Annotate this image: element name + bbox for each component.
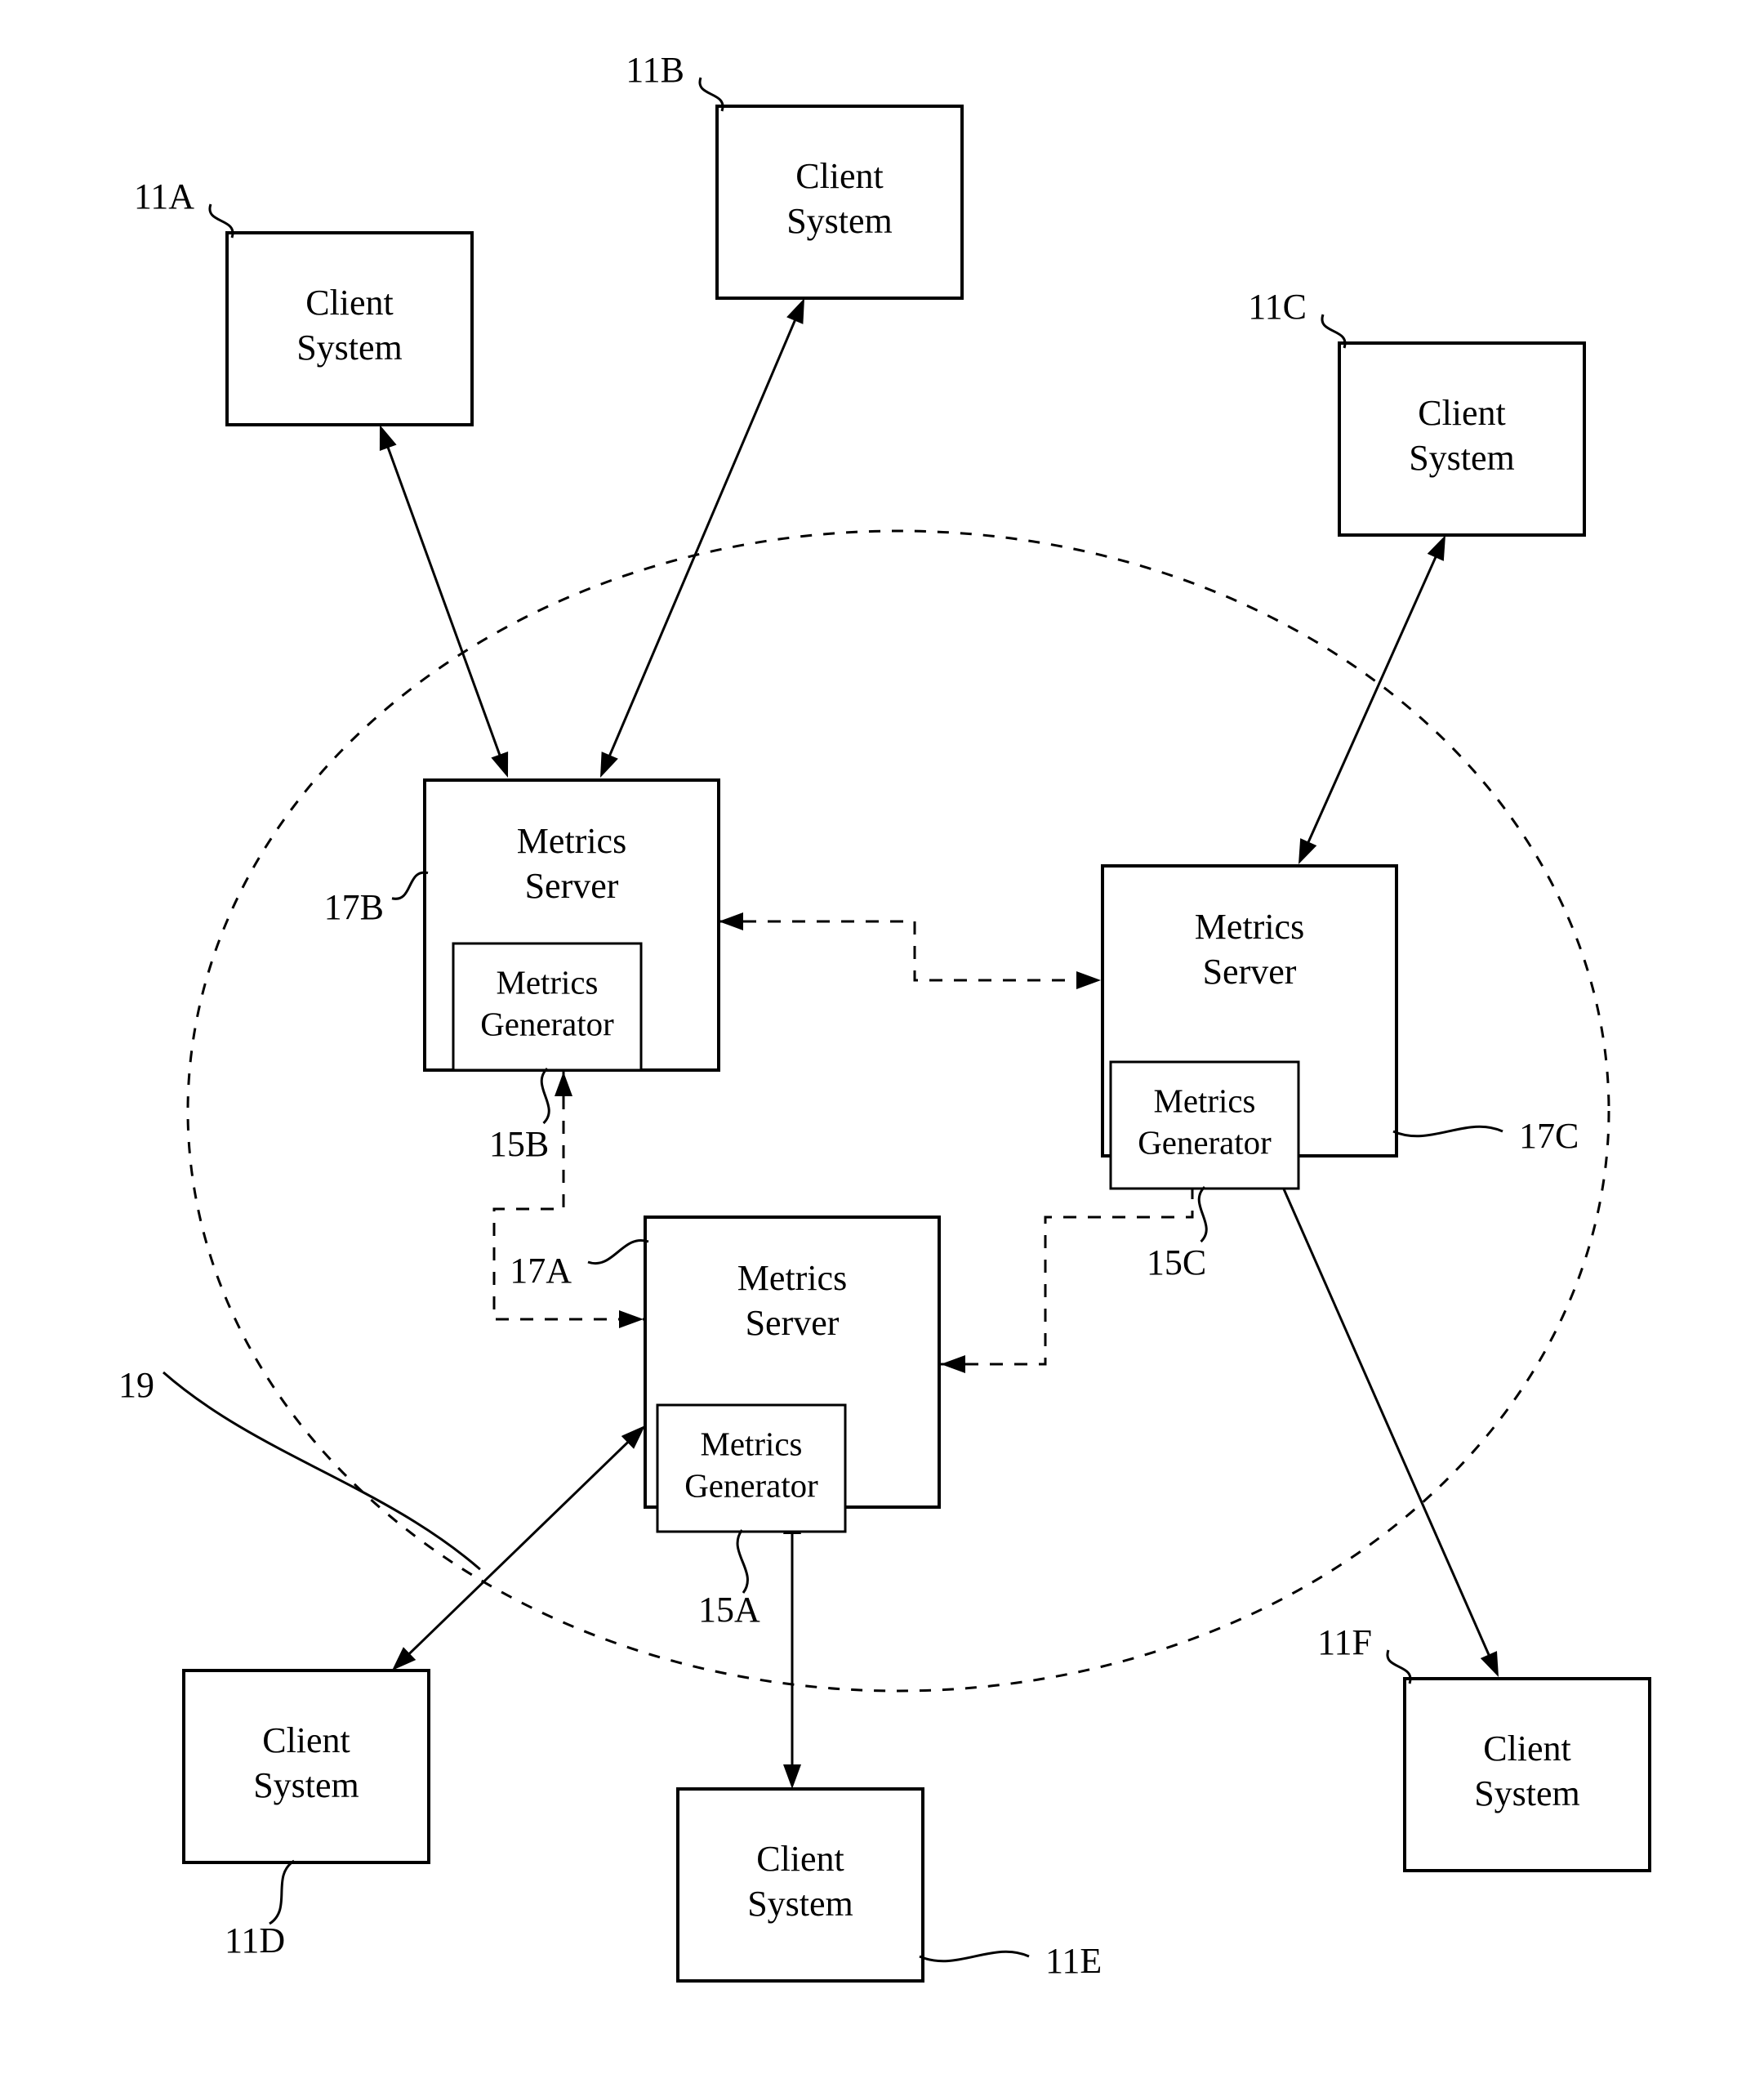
svg-text:Client: Client <box>1418 393 1506 433</box>
svg-text:19: 19 <box>118 1365 154 1405</box>
svg-text:System: System <box>1409 438 1515 478</box>
svg-text:Server: Server <box>525 866 619 906</box>
svg-text:11D: 11D <box>225 1920 285 1960</box>
svg-text:System: System <box>786 201 893 241</box>
c11E: Client System <box>678 1789 923 1981</box>
svg-text:Client: Client <box>795 156 884 196</box>
svg-text:Metrics: Metrics <box>1154 1082 1256 1119</box>
svg-text:Client: Client <box>1483 1728 1571 1769</box>
s17C: Metrics Server Metrics Generator <box>1102 866 1396 1189</box>
svg-text:11E: 11E <box>1045 1941 1102 1981</box>
svg-text:15B: 15B <box>489 1124 549 1164</box>
svg-text:11B: 11B <box>626 50 684 90</box>
svg-text:15C: 15C <box>1147 1242 1206 1282</box>
svg-text:Client: Client <box>305 283 394 323</box>
c11B: Client System <box>717 106 962 298</box>
svg-text:17B: 17B <box>324 887 384 927</box>
s17A: Metrics Server Metrics Generator <box>645 1217 939 1532</box>
svg-text:17A: 17A <box>510 1251 572 1291</box>
svg-text:System: System <box>747 1884 853 1924</box>
svg-text:Metrics: Metrics <box>737 1258 847 1298</box>
svg-text:Metrics: Metrics <box>517 821 626 861</box>
svg-text:System: System <box>1474 1773 1580 1813</box>
svg-text:17C: 17C <box>1519 1116 1579 1156</box>
svg-text:15A: 15A <box>698 1590 760 1630</box>
svg-text:System: System <box>253 1765 359 1805</box>
svg-text:Client: Client <box>756 1839 844 1879</box>
svg-text:System: System <box>296 328 403 368</box>
c11F: ClientSystem <box>1405 1679 1650 1871</box>
c11A: Client System <box>227 233 472 425</box>
svg-text:Metrics: Metrics <box>1195 907 1304 947</box>
c11D: Client System <box>184 1670 429 1862</box>
svg-text:11C: 11C <box>1248 287 1307 327</box>
c11C: Client System <box>1339 343 1584 535</box>
svg-text:11F: 11F <box>1317 1622 1372 1662</box>
svg-text:Metrics: Metrics <box>497 964 599 1001</box>
svg-text:Metrics: Metrics <box>701 1425 803 1462</box>
svg-text:Client: Client <box>262 1720 350 1760</box>
svg-text:Server: Server <box>746 1303 840 1343</box>
s17B: Metrics Server Metrics Generator <box>425 780 719 1070</box>
svg-text:Generator: Generator <box>684 1467 818 1504</box>
svg-text:11A: 11A <box>134 176 194 216</box>
svg-text:Generator: Generator <box>1138 1124 1272 1161</box>
svg-text:Generator: Generator <box>480 1006 614 1042</box>
svg-text:Server: Server <box>1203 952 1297 992</box>
